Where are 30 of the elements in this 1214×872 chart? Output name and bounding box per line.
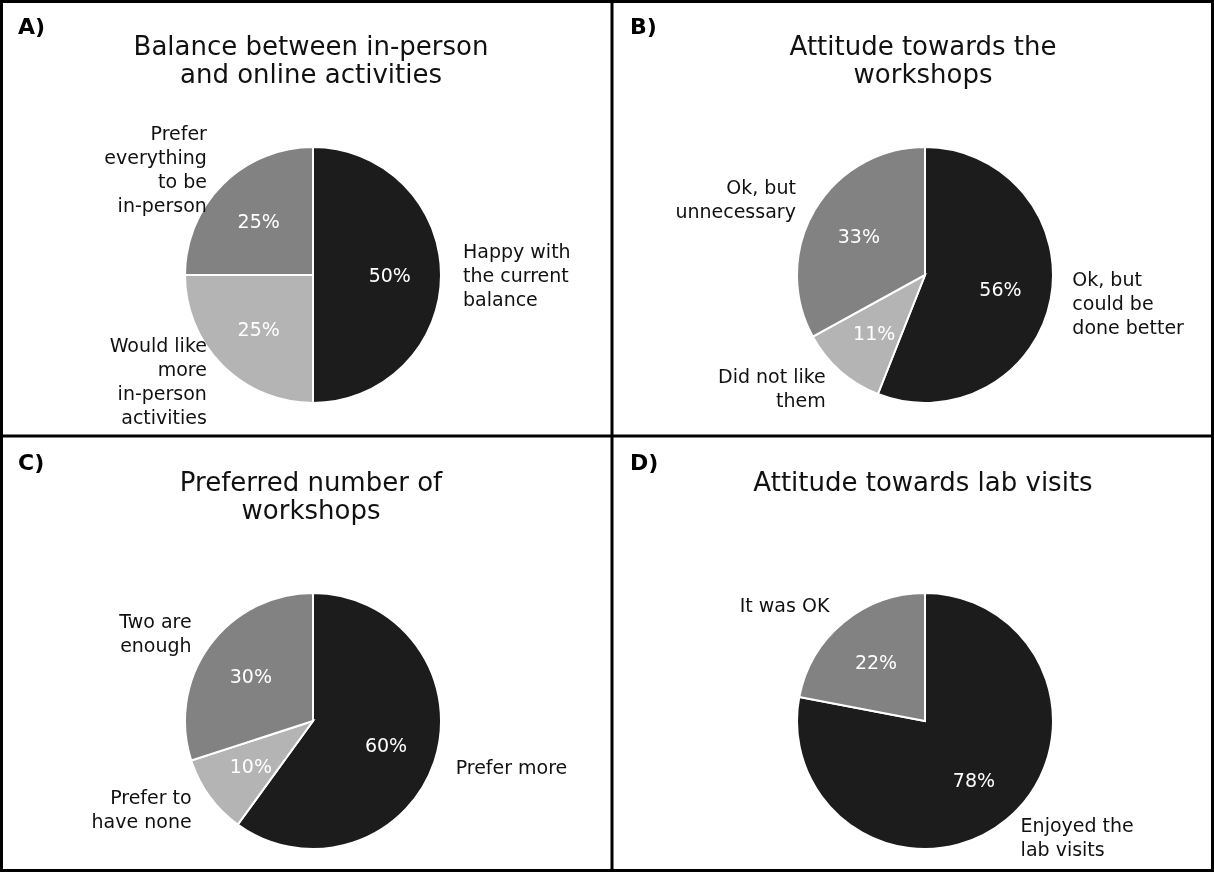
chart-title: Attitude towards the workshops [789,31,1057,89]
data-label: 10% [229,755,272,778]
data-label: 25% [237,318,280,341]
data-label: 33% [837,224,881,247]
data-label: 60% [364,733,408,756]
data-label: 30% [229,664,272,687]
data-label: 78% [952,769,996,792]
data-label: 11% [853,321,896,344]
data-label: 25% [237,209,280,232]
slice-label: Did not like them [718,364,826,411]
slice-label: Ok, but could be done better [1072,268,1185,339]
slice-label: Prefer more [455,756,568,779]
text: C) [18,450,45,475]
data-label: 50% [368,264,411,286]
slice-label: Happy with the current balance [463,240,571,310]
slice-label: Ok, but unnecessary [675,175,796,222]
slice-label: Prefer everything to be in-person [104,121,208,216]
slice-label: Prefer to have none [91,786,192,833]
data-label: 56% [979,278,1022,301]
slice-label: Two are enough [118,609,192,656]
chart-title: Preferred number of workshops [179,467,444,525]
slice-label: Would like more in-person activities [109,334,207,429]
chart-title: Attitude towards lab visits [753,467,1093,497]
slice-label: Enjoyed the lab visits [1020,813,1134,860]
data-label: 22% [854,650,898,673]
text: B) [630,14,657,39]
slice-label: It was OK [739,594,830,617]
text: A) [18,14,46,39]
text: D) [630,450,659,475]
chart-title: Balance between in-person and online activities [133,31,489,89]
